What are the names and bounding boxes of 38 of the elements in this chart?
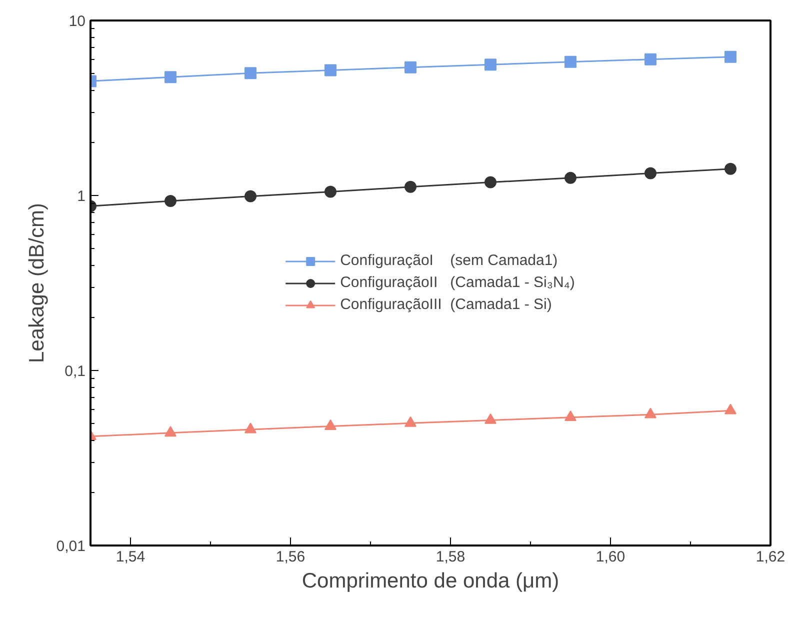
point (244, 422, 256, 434)
y-tick-label: 0,1 (64, 363, 86, 380)
point (564, 172, 576, 184)
point (484, 176, 496, 188)
x-tick-label: 1,58 (436, 548, 466, 566)
point (724, 404, 736, 414)
point (244, 67, 256, 80)
x-tick-label: 1,54 (116, 548, 146, 566)
x-tick-label: 1,62 (756, 548, 786, 566)
legend-label: ConfiguraçãoII (Camada1 - Si₃N₄) (340, 274, 575, 291)
point (404, 180, 416, 193)
x-tick-label: 1,60 (596, 548, 626, 566)
legend-label: ConfiguraçãoI (sem Camada1) (340, 252, 558, 269)
point (644, 167, 656, 180)
y-tick-label: 10 (68, 13, 86, 30)
point (324, 64, 336, 76)
point (644, 53, 656, 66)
point (324, 419, 336, 430)
y-tick-label: 0,01 (56, 538, 86, 555)
point (404, 61, 416, 74)
point (644, 408, 656, 418)
y-tick-label: 1 (77, 188, 86, 205)
point (564, 410, 576, 422)
point (404, 416, 416, 427)
point (164, 195, 176, 208)
x-axis-title: Comprimento de onda (μm) (302, 570, 560, 592)
point (244, 190, 256, 202)
legend-label: ConfiguraçãoIII (Camada1 - Si) (340, 296, 552, 313)
point (164, 426, 176, 437)
point (724, 50, 736, 63)
point (164, 71, 176, 84)
point (484, 413, 496, 424)
x-tick-label: 1,56 (276, 548, 306, 566)
y-axis-title: Leakage (dB/cm) (25, 203, 48, 363)
point (724, 162, 736, 175)
point (484, 58, 496, 71)
point (324, 186, 336, 198)
point (564, 56, 576, 68)
